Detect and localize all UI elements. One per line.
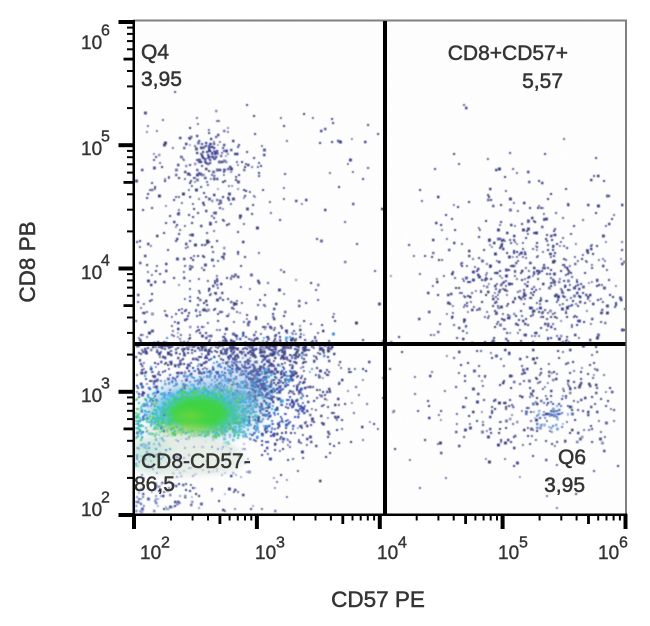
svg-text:CD57 PE: CD57 PE (331, 587, 425, 612)
svg-text:Q4: Q4 (141, 41, 169, 64)
svg-text:10: 10 (81, 500, 102, 521)
svg-text:CD8-CD57-: CD8-CD57- (141, 450, 251, 473)
svg-text:10: 10 (81, 386, 102, 407)
svg-text:CD8+CD57+: CD8+CD57+ (448, 42, 568, 65)
svg-text:6: 6 (101, 23, 110, 40)
svg-text:3,95: 3,95 (544, 474, 585, 497)
svg-text:3,95: 3,95 (141, 68, 182, 91)
svg-text:10: 10 (255, 543, 276, 564)
svg-text:Q6: Q6 (558, 446, 586, 469)
svg-text:10: 10 (81, 263, 102, 284)
svg-text:10: 10 (598, 543, 619, 564)
svg-text:2: 2 (101, 490, 110, 507)
svg-text:5,57: 5,57 (522, 70, 563, 93)
svg-text:10: 10 (81, 139, 102, 160)
svg-text:4: 4 (398, 535, 407, 552)
svg-text:3: 3 (101, 376, 110, 393)
svg-text:4: 4 (101, 253, 110, 270)
svg-text:5: 5 (519, 535, 528, 552)
svg-text:5: 5 (101, 129, 110, 146)
svg-text:6: 6 (619, 535, 628, 552)
svg-text:3: 3 (276, 535, 285, 552)
svg-text:10: 10 (140, 543, 161, 564)
svg-text:2: 2 (161, 535, 170, 552)
svg-text:10: 10 (498, 543, 519, 564)
svg-text:CD8 PB: CD8 PB (15, 221, 40, 302)
svg-text:10: 10 (377, 543, 398, 564)
svg-text:86,5: 86,5 (134, 473, 175, 496)
svg-text:10: 10 (81, 33, 102, 54)
